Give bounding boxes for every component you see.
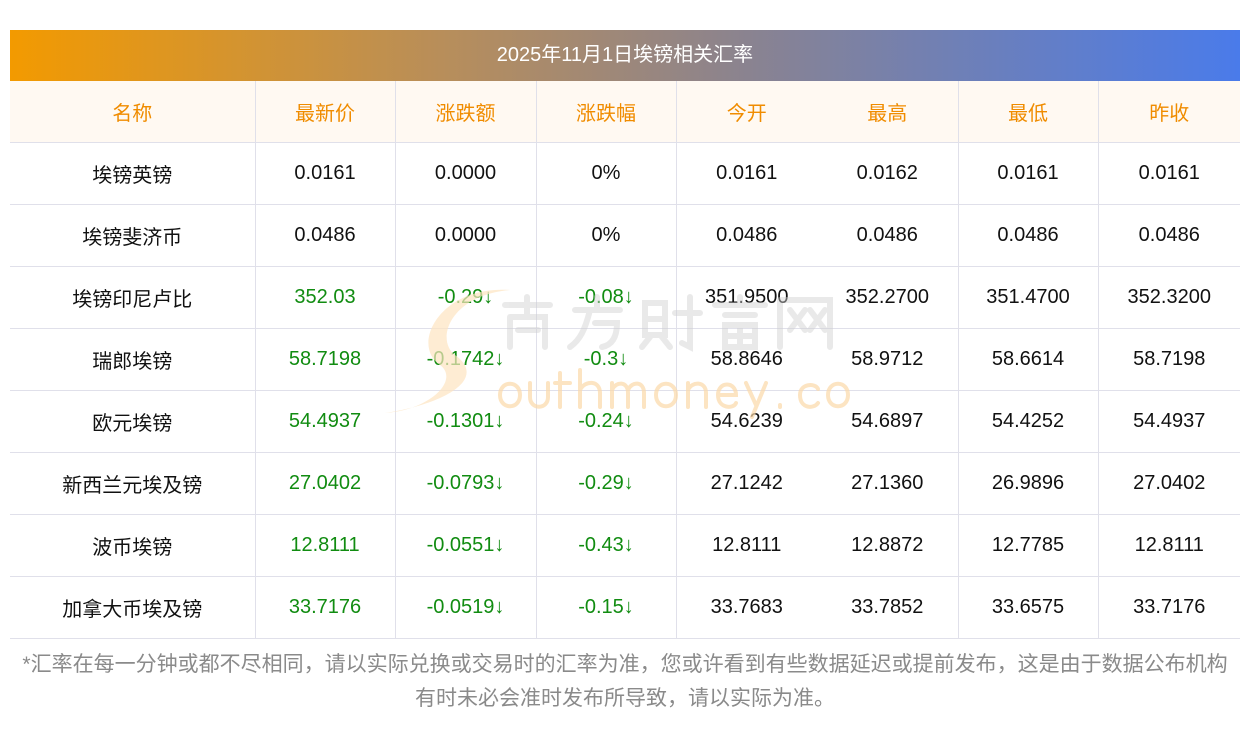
cell-high: 352.2700: [817, 266, 958, 329]
cell-change: -0.0519↓: [394, 576, 536, 639]
cell-open: 0.0486: [675, 204, 817, 267]
cell-change: -0.0551↓: [394, 514, 536, 577]
column-header: 涨跌幅: [535, 81, 676, 143]
cell-low: 54.4252: [957, 390, 1098, 453]
rate-table: 名称 最新价 涨跌额 涨跌幅 今开 最高 最低 昨收 埃镑英镑 0.0161 0.0000 0% 0.…: [10, 81, 1240, 639]
table-title: 2025年11月1日埃镑相关汇率: [10, 30, 1240, 81]
cell-prev: 27.0402: [1097, 452, 1240, 515]
column-header: 昨收: [1097, 81, 1240, 143]
cell-name: 欧元埃镑: [10, 390, 255, 453]
cell-prev: 0.0486: [1097, 204, 1240, 267]
cell-low: 58.6614: [957, 328, 1098, 391]
column-header: 涨跌额: [394, 81, 536, 143]
column-header: 名称: [10, 81, 255, 143]
table-row: 埃镑斐济币 0.0486 0.0000 0% 0.0486 0.0486 0.0486 0.0…: [10, 204, 1240, 267]
cell-change: -0.1742↓: [394, 328, 536, 391]
table-row: 加拿大币埃及镑 33.7176 -0.0519↓ -0.15↓ 33.7683 33.78…: [10, 576, 1240, 639]
cell-low: 33.6575: [957, 576, 1098, 639]
cell-low: 12.7785: [957, 514, 1098, 577]
cell-prev: 33.7176: [1097, 576, 1240, 639]
cell-pct: -0.3↓: [535, 328, 676, 391]
cell-open: 351.9500: [675, 266, 817, 329]
cell-latest: 12.8111: [254, 514, 395, 577]
cell-latest: 0.0161: [254, 142, 395, 205]
cell-high: 12.8872: [817, 514, 958, 577]
column-header: 最新价: [254, 81, 395, 143]
cell-low: 26.9896: [957, 452, 1098, 515]
cell-open: 12.8111: [675, 514, 817, 577]
cell-high: 0.0486: [817, 204, 958, 267]
cell-prev: 0.0161: [1097, 142, 1240, 205]
cell-pct: 0%: [535, 204, 676, 267]
header-row: 名称 最新价 涨跌额 涨跌幅 今开 最高 最低 昨收: [10, 81, 1240, 143]
cell-name: 瑞郎埃镑: [10, 328, 255, 391]
cell-pct: -0.29↓: [535, 452, 676, 515]
cell-pct: -0.24↓: [535, 390, 676, 453]
cell-latest: 33.7176: [254, 576, 395, 639]
cell-open: 27.1242: [675, 452, 817, 515]
cell-pct: 0%: [535, 142, 676, 205]
table-row: 波币埃镑 12.8111 -0.0551↓ -0.43↓ 12.8111 12.8872 1…: [10, 514, 1240, 577]
cell-name: 新西兰元埃及镑: [10, 452, 255, 515]
cell-open: 0.0161: [675, 142, 817, 205]
table-row: 埃镑英镑 0.0161 0.0000 0% 0.0161 0.0162 0.0161 0.01…: [10, 142, 1240, 205]
cell-change: -0.29↓: [394, 266, 536, 329]
cell-prev: 12.8111: [1097, 514, 1240, 577]
cell-low: 0.0486: [957, 204, 1098, 267]
cell-name: 埃镑印尼卢比: [10, 266, 255, 329]
cell-open: 33.7683: [675, 576, 817, 639]
cell-name: 加拿大币埃及镑: [10, 576, 255, 639]
cell-latest: 54.4937: [254, 390, 395, 453]
cell-change: 0.0000: [394, 142, 536, 205]
cell-name: 埃镑斐济币: [10, 204, 255, 267]
rate-table-container: 2025年11月1日埃镑相关汇率 名称 最新价 涨跌额 涨跌幅 今开 最高 最低 昨收 埃镑英…: [10, 30, 1240, 639]
cell-prev: 54.4937: [1097, 390, 1240, 453]
cell-high: 27.1360: [817, 452, 958, 515]
cell-pct: -0.15↓: [535, 576, 676, 639]
cell-high: 0.0162: [817, 142, 958, 205]
column-header: 最低: [957, 81, 1098, 143]
table-row: 欧元埃镑 54.4937 -0.1301↓ -0.24↓ 54.6239 54.6897 5…: [10, 390, 1240, 453]
cell-change: 0.0000: [394, 204, 536, 267]
table-row: 埃镑印尼卢比 352.03 -0.29↓ -0.08↓ 351.9500 352.2700…: [10, 266, 1240, 329]
cell-prev: 58.7198: [1097, 328, 1240, 391]
cell-latest: 27.0402: [254, 452, 395, 515]
table-row: 瑞郎埃镑 58.7198 -0.1742↓ -0.3↓ 58.8646 58.9712 58…: [10, 328, 1240, 391]
cell-latest: 352.03: [254, 266, 395, 329]
cell-open: 54.6239: [675, 390, 817, 453]
table-row: 新西兰元埃及镑 27.0402 -0.0793↓ -0.29↓ 27.1242 27.13…: [10, 452, 1240, 515]
cell-prev: 352.3200: [1097, 266, 1240, 329]
cell-change: -0.1301↓: [394, 390, 536, 453]
column-header: 今开: [675, 81, 817, 143]
disclaimer: *汇率在每一分钟或都不尽相同，请以实际兑换或交易时的汇率为准，您或许看到有些数据…: [22, 653, 1228, 710]
column-header: 最高: [817, 81, 958, 143]
cell-high: 58.9712: [817, 328, 958, 391]
cell-low: 0.0161: [957, 142, 1098, 205]
cell-latest: 58.7198: [254, 328, 395, 391]
cell-name: 埃镑英镑: [10, 142, 255, 205]
cell-change: -0.0793↓: [394, 452, 536, 515]
cell-high: 54.6897: [817, 390, 958, 453]
cell-pct: -0.08↓: [535, 266, 676, 329]
cell-high: 33.7852: [817, 576, 958, 639]
cell-pct: -0.43↓: [535, 514, 676, 577]
cell-open: 58.8646: [675, 328, 817, 391]
cell-low: 351.4700: [957, 266, 1098, 329]
cell-name: 波币埃镑: [10, 514, 255, 577]
cell-latest: 0.0486: [254, 204, 395, 267]
